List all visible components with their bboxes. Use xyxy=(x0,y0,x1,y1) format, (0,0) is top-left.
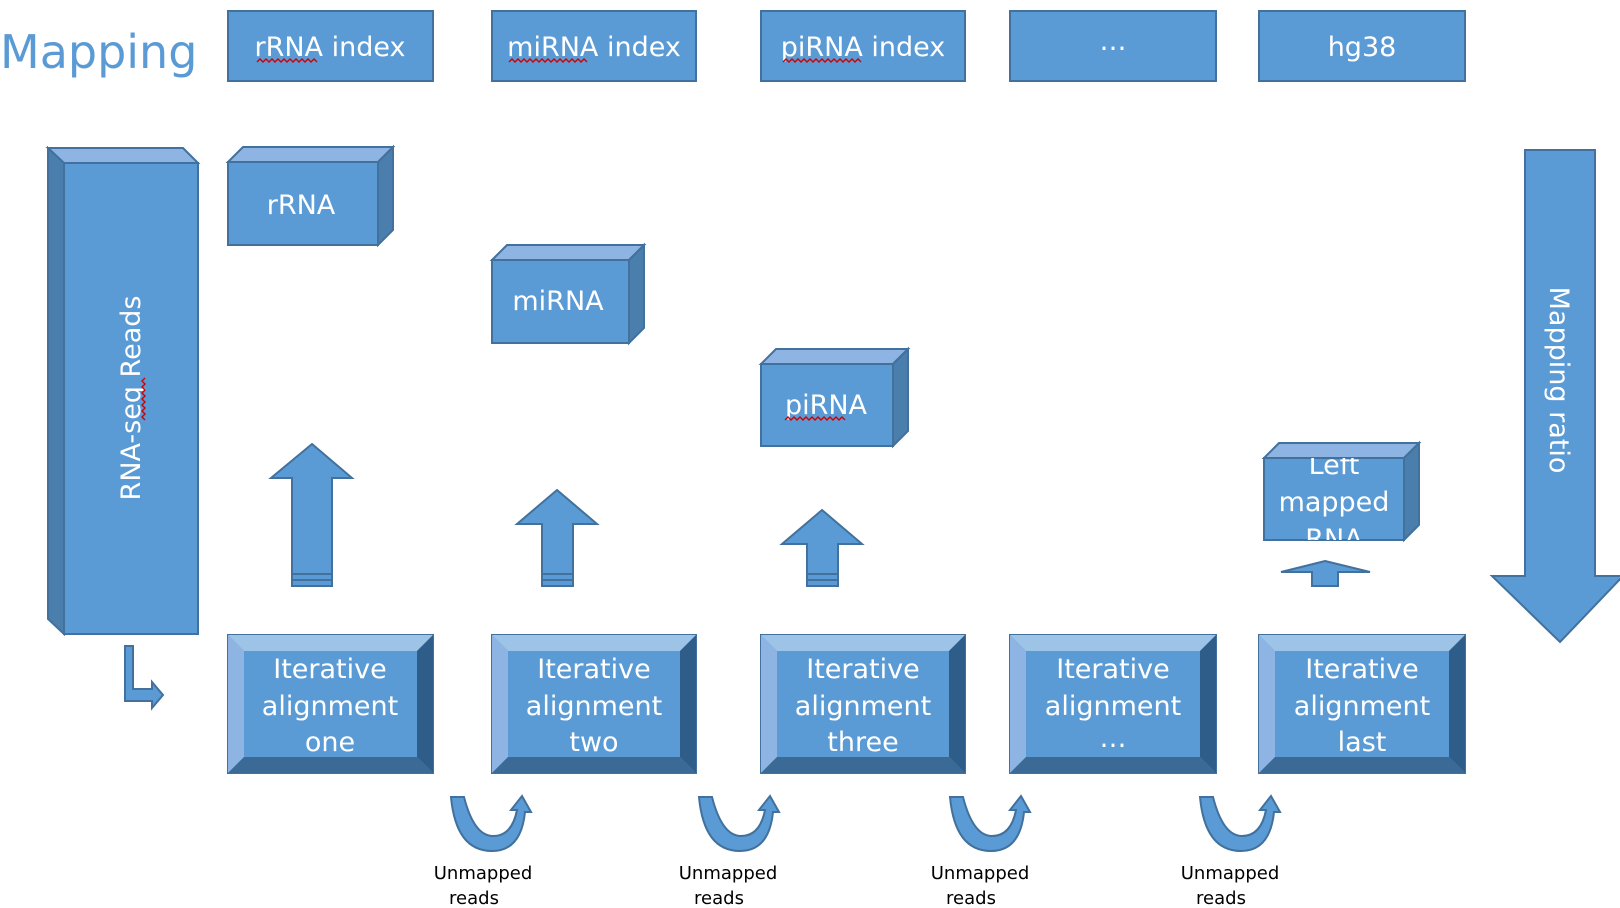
up-arrow-pirna xyxy=(779,508,865,587)
rna-seq-reads-box: RNA-seq Reads xyxy=(45,145,201,637)
index-box-rrna: rRNA index xyxy=(227,10,434,82)
u-turn-arrow-1 xyxy=(449,794,533,853)
alignment-three-line3: three xyxy=(827,727,898,758)
alignment-box-last: Iterative alignment last xyxy=(1258,634,1466,774)
alignment-box-ellipsis: Iterative alignment … xyxy=(1009,634,1217,774)
up-arrow-mirna xyxy=(514,488,600,587)
spellcheck-underline xyxy=(141,377,146,421)
u-turn-arrow-4 xyxy=(1198,794,1282,853)
unmapped-label-3-line2: reads xyxy=(946,888,996,908)
index-box-mirna: miRNA index xyxy=(491,10,697,82)
alignment-two-line3: two xyxy=(569,727,618,758)
unmapped-label-2-line2: reads xyxy=(694,888,744,908)
index-label-rrna: rRNA index xyxy=(255,32,406,63)
alignment-ellipsis-line3: … xyxy=(1100,723,1127,754)
alignment-last-line2: alignment xyxy=(1294,691,1430,722)
alignment-three-line2: alignment xyxy=(795,691,931,722)
rna-seq-reads-label: RNA-seq Reads xyxy=(116,296,147,501)
unmapped-label-4-line1: Unmapped xyxy=(1181,863,1280,884)
alignment-two-line1: Iterative xyxy=(537,654,650,685)
pirna-box: piRNA xyxy=(758,346,911,449)
pirna-label: piRNA xyxy=(785,390,868,421)
up-arrow-left-mapped xyxy=(1280,559,1371,587)
unmapped-label-3-line1: Unmapped xyxy=(931,863,1030,884)
mapping-ratio-arrow: Mapping ratio xyxy=(1489,149,1620,644)
index-box-pirna: piRNA index xyxy=(760,10,966,82)
rrna-box: rRNA xyxy=(225,144,396,248)
index-label-hg38: hg38 xyxy=(1328,32,1397,63)
unmapped-label-2-line1: Unmapped xyxy=(679,863,778,884)
alignment-box-one: Iterative alignment one xyxy=(227,634,434,774)
bent-arrow xyxy=(124,645,165,711)
mirna-box: miRNA xyxy=(489,242,647,346)
left-mapped-label-line3: RNA xyxy=(1305,524,1363,555)
alignment-one-line1: Iterative xyxy=(273,654,386,685)
diagram-title: Mapping xyxy=(0,25,197,79)
spellcheck-underline xyxy=(256,58,318,63)
index-label-ellipsis: … xyxy=(1100,26,1127,57)
left-mapped-rna-box: Left mapped RNA xyxy=(1261,440,1422,555)
alignment-box-three: Iterative alignment three xyxy=(760,634,966,774)
mapping-ratio-label: Mapping ratio xyxy=(1543,287,1574,474)
up-arrow-rrna xyxy=(268,442,355,587)
alignment-last-line1: Iterative xyxy=(1305,654,1418,685)
unmapped-label-4-line2: reads xyxy=(1196,888,1246,908)
left-mapped-label-line1: Left xyxy=(1309,450,1360,481)
index-box-ellipsis: … xyxy=(1009,10,1217,82)
alignment-ellipsis-line2: alignment xyxy=(1045,691,1181,722)
index-label-mirna: miRNA index xyxy=(507,32,681,63)
mirna-label: miRNA xyxy=(512,286,604,317)
alignment-three-line1: Iterative xyxy=(806,654,919,685)
spellcheck-underline xyxy=(782,58,862,63)
alignment-one-line2: alignment xyxy=(262,691,398,722)
left-mapped-label-line2: mapped xyxy=(1279,487,1390,518)
index-label-pirna: piRNA index xyxy=(781,32,946,63)
unmapped-label-1-line1: Unmapped xyxy=(434,863,533,884)
alignment-box-two: Iterative alignment two xyxy=(491,634,697,774)
spellcheck-underline xyxy=(784,416,846,421)
alignment-ellipsis-line1: Iterative xyxy=(1056,654,1169,685)
alignment-one-line3: one xyxy=(305,727,355,758)
index-box-hg38: hg38 xyxy=(1258,10,1466,82)
spellcheck-underline xyxy=(508,58,588,63)
unmapped-label-1-line2: reads xyxy=(449,888,499,908)
rrna-label: rRNA xyxy=(267,190,336,221)
alignment-two-line2: alignment xyxy=(526,691,662,722)
u-turn-arrow-3 xyxy=(948,794,1032,853)
alignment-last-line3: last xyxy=(1338,727,1387,758)
u-turn-arrow-2 xyxy=(697,794,781,853)
